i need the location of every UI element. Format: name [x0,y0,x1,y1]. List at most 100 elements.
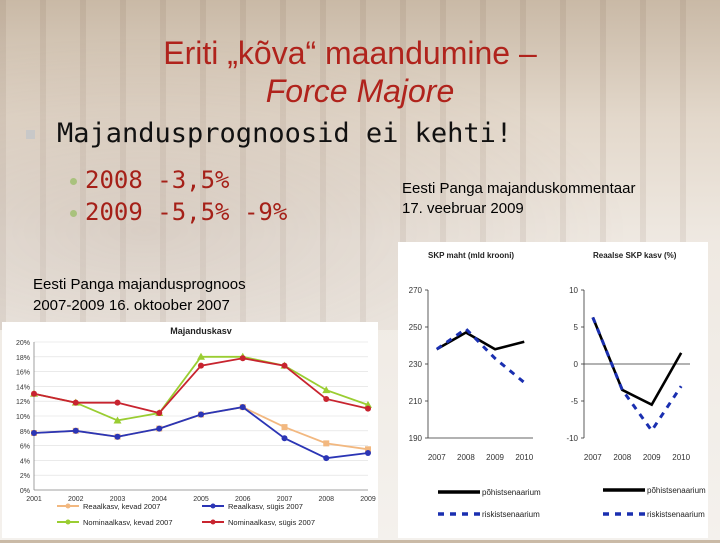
y-tick-label: 190 [409,434,423,443]
x-tick-label: 2007 [428,453,446,462]
data-point [322,386,331,394]
x-tick-label: 2003 [110,496,126,503]
series-line [436,331,525,351]
main-bullet-text: Majandusprognoosid ei kehti! [57,118,513,149]
sub-bullet-2008-text: 2008 -3,5% [85,166,230,194]
sub-bullet-2009: 2009 -5,5% -9% [70,198,287,226]
legend-label: Nominaalkasv, kevad 2007 [83,518,173,527]
gdp-charts: SKP maht (mld krooni) 190 210 230 250 270 2007… [409,251,706,519]
ebk-commentary-date: 17. veebruar 2009 [402,200,524,217]
legend-label: Nominaalkasv, sügis 2007 [228,518,315,527]
data-point [198,411,204,418]
x-tick-label: 2001 [26,496,42,503]
data-point [323,455,330,462]
x-tick-label: 2010 [515,453,533,462]
legend-label: Reaalkasv, kevad 2007 [83,502,160,511]
data-point [31,390,37,397]
x-tick-label: 2008 [457,453,475,462]
forecast-note: Eesti Panga majandusprognoos 2007-2009 1… [33,274,246,316]
legend-label: Reaalkasv, sügis 2007 [228,502,303,511]
data-point [281,424,288,431]
chart-title: SKP maht (mld krooni) [428,251,514,260]
data-point [323,395,330,402]
series-line [591,316,683,434]
data-point [365,450,371,456]
data-point [198,362,204,369]
x-tick-label: 2005 [193,496,209,503]
data-point [281,362,288,369]
data-point [281,435,288,442]
chart-title: Majanduskasv [170,326,232,336]
legend-marker [65,503,71,509]
data-point [156,410,163,417]
main-bullet: Majandusprognoosid ei kehti! [26,118,512,149]
legend-label: põhistsenaarium [647,486,706,495]
y-tick-label: 18% [16,355,30,362]
y-tick-label: 16% [16,370,30,377]
y-tick-label: 0 [574,360,579,369]
legend-marker [210,519,216,525]
y-tick-label: 4% [20,458,30,465]
data-point [239,355,246,362]
x-tick-label: 2008 [613,453,631,462]
legend-label: põhistsenaarium [482,488,541,497]
sub-bullet-2009-text: 2009 -5,5% -9% [85,198,288,226]
bullet-dot-icon [70,177,77,185]
x-tick-label: 2006 [235,496,251,503]
x-tick-label: 2008 [318,496,334,503]
y-tick-label: 20% [16,340,30,347]
legend-label: riskistsenaarium [647,510,705,519]
data-point [72,427,79,434]
bullet-square-icon [26,130,35,139]
y-tick-label: 14% [16,384,30,391]
series-line [435,326,526,384]
y-tick-label: 10% [16,414,30,421]
data-point [114,433,121,440]
data-point [323,440,330,447]
ebk-commentary-title: Eesti Panga majanduskommentaar [402,180,636,197]
y-tick-label: 270 [409,286,423,295]
y-tick-label: 0% [20,488,30,495]
x-tick-label: 2007 [584,453,602,462]
x-tick-label: 2009 [486,453,504,462]
ebk-charts-panel: SKP maht (mld krooni) 190 210 230 250 270 2007… [398,242,708,538]
x-tick-label: 2002 [68,496,84,503]
y-tick-label: 10 [569,286,578,295]
x-tick-label: 2009 [360,496,376,503]
y-tick-label: 2% [20,473,30,480]
slide-title-line1: Eriti „kõva“ maandumine – [163,35,537,71]
data-point [239,404,246,411]
x-tick-label: 2007 [277,496,293,503]
data-point [365,446,371,453]
y-tick-label: 250 [409,323,423,332]
x-tick-label: 2009 [643,453,661,462]
sub-bullet-2008: 2008 -3,5% [70,166,230,194]
slide-title-line2: Force Majore [265,73,455,109]
growth-chart: Majanduskasv 0% 2% 4% 6% 8% 10% 12% 14% 16% 18% 20%… [16,326,376,527]
growth-chart-panel: Majanduskasv 0% 2% 4% 6% 8% 10% 12% 14% 16% 18% 20%… [2,322,378,538]
data-point [72,399,79,406]
forecast-note-line1: Eesti Panga majandusprognoos [33,276,246,293]
y-tick-label: 8% [20,429,30,436]
data-point [156,425,163,432]
y-tick-label: 230 [409,360,423,369]
y-tick-label: 6% [20,444,30,451]
y-tick-label: 12% [16,399,30,406]
legend-marker [210,503,216,509]
y-tick-label: -10 [566,434,578,443]
data-point [113,416,122,424]
legend-marker [65,519,71,525]
y-tick-label: -5 [571,397,579,406]
data-point [364,400,372,408]
data-point [31,430,37,437]
x-tick-label: 2010 [672,453,690,462]
x-tick-label: 2004 [151,496,167,503]
data-point [197,352,205,360]
legend-label: riskistsenaarium [482,510,540,519]
data-point [365,405,371,412]
chart-title: Reaalse SKP kasv (%) [593,251,677,260]
y-tick-label: 210 [409,397,423,406]
forecast-note-line2: 2007-2009 16. oktoober 2007 [33,297,230,314]
bullet-dot-icon [70,209,77,217]
y-tick-label: 5 [574,323,579,332]
